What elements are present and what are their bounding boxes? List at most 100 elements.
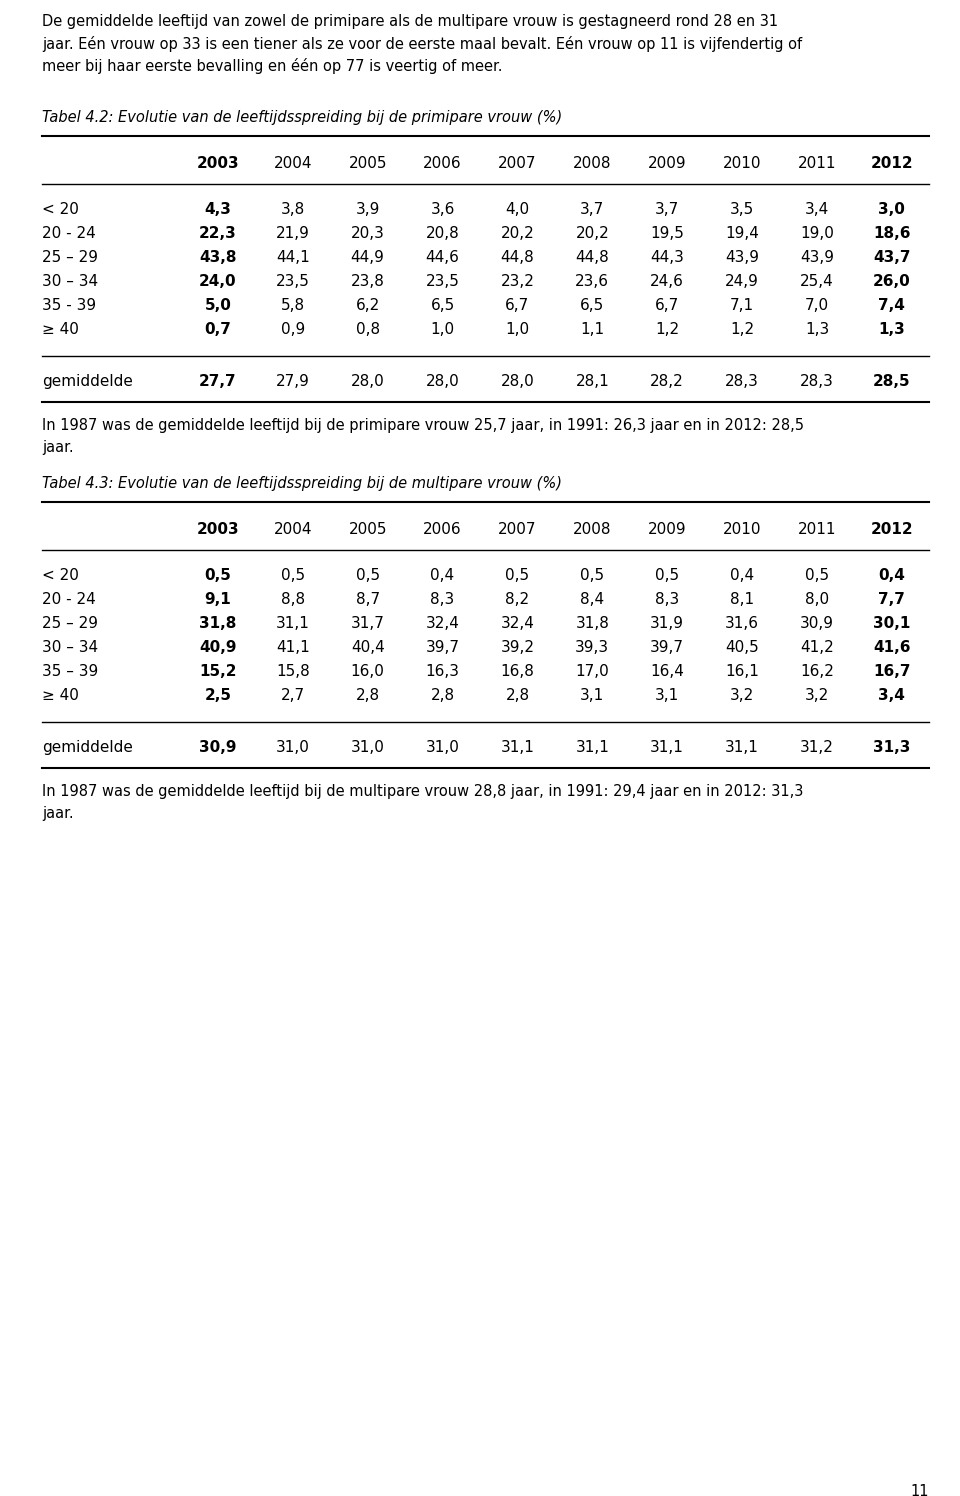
Text: 23,5: 23,5 — [425, 274, 460, 289]
Text: 2009: 2009 — [648, 156, 686, 171]
Text: 2,5: 2,5 — [204, 688, 231, 703]
Text: 2012: 2012 — [871, 522, 913, 537]
Text: 20 - 24: 20 - 24 — [42, 592, 96, 607]
Text: 6,5: 6,5 — [430, 298, 455, 313]
Text: 3,5: 3,5 — [730, 202, 755, 217]
Text: 6,2: 6,2 — [355, 298, 380, 313]
Text: 41,1: 41,1 — [276, 640, 310, 655]
Text: Tabel 4.2: Evolutie van de leeftijdsspreiding bij de primipare vrouw (%): Tabel 4.2: Evolutie van de leeftijdsspre… — [42, 111, 563, 126]
Text: 44,8: 44,8 — [500, 250, 535, 265]
Text: 19,4: 19,4 — [725, 226, 759, 241]
Text: 16,2: 16,2 — [800, 664, 834, 679]
Text: 8,8: 8,8 — [280, 592, 305, 607]
Text: 39,2: 39,2 — [500, 640, 535, 655]
Text: 2006: 2006 — [423, 522, 462, 537]
Text: 31,6: 31,6 — [725, 616, 759, 631]
Text: 7,1: 7,1 — [730, 298, 755, 313]
Text: 3,2: 3,2 — [730, 688, 755, 703]
Text: 16,0: 16,0 — [350, 664, 385, 679]
Text: 44,8: 44,8 — [575, 250, 610, 265]
Text: 0,4: 0,4 — [730, 568, 755, 583]
Text: 2010: 2010 — [723, 156, 761, 171]
Text: In 1987 was de gemiddelde leeftijd bij de multipare vrouw 28,8 jaar, in 1991: 29: In 1987 was de gemiddelde leeftijd bij d… — [42, 784, 804, 799]
Text: 3,4: 3,4 — [878, 688, 905, 703]
Text: 30 – 34: 30 – 34 — [42, 274, 98, 289]
Text: 3,8: 3,8 — [280, 202, 305, 217]
Text: 40,4: 40,4 — [350, 640, 385, 655]
Text: 30,9: 30,9 — [199, 741, 237, 755]
Text: 43,9: 43,9 — [800, 250, 834, 265]
Text: 2003: 2003 — [197, 522, 239, 537]
Text: 31,1: 31,1 — [276, 616, 310, 631]
Text: 3,6: 3,6 — [430, 202, 455, 217]
Text: 2,8: 2,8 — [355, 688, 380, 703]
Text: 0,4: 0,4 — [878, 568, 905, 583]
Text: 2006: 2006 — [423, 156, 462, 171]
Text: 44,6: 44,6 — [425, 250, 460, 265]
Text: 2,7: 2,7 — [280, 688, 305, 703]
Text: 0,9: 0,9 — [280, 322, 305, 337]
Text: In 1987 was de gemiddelde leeftijd bij de primipare vrouw 25,7 jaar, in 1991: 26: In 1987 was de gemiddelde leeftijd bij d… — [42, 417, 804, 432]
Text: 20,3: 20,3 — [350, 226, 385, 241]
Text: 25 – 29: 25 – 29 — [42, 616, 98, 631]
Text: < 20: < 20 — [42, 568, 79, 583]
Text: 24,6: 24,6 — [650, 274, 684, 289]
Text: 28,2: 28,2 — [650, 374, 684, 389]
Text: 0,5: 0,5 — [204, 568, 231, 583]
Text: 2007: 2007 — [498, 522, 537, 537]
Text: 41,2: 41,2 — [800, 640, 834, 655]
Text: meer bij haar eerste bevalling en één op 77 is veertig of meer.: meer bij haar eerste bevalling en één op… — [42, 58, 503, 73]
Text: jaar.: jaar. — [42, 440, 74, 455]
Text: 16,3: 16,3 — [425, 664, 460, 679]
Text: 6,7: 6,7 — [505, 298, 530, 313]
Text: 2005: 2005 — [348, 522, 387, 537]
Text: 28,3: 28,3 — [725, 374, 759, 389]
Text: 0,5: 0,5 — [505, 568, 530, 583]
Text: 39,7: 39,7 — [650, 640, 684, 655]
Text: 28,0: 28,0 — [425, 374, 460, 389]
Text: 2011: 2011 — [798, 156, 836, 171]
Text: 25 – 29: 25 – 29 — [42, 250, 98, 265]
Text: 0,4: 0,4 — [430, 568, 455, 583]
Text: 2008: 2008 — [573, 156, 612, 171]
Text: 16,4: 16,4 — [650, 664, 684, 679]
Text: 20 - 24: 20 - 24 — [42, 226, 96, 241]
Text: 2009: 2009 — [648, 522, 686, 537]
Text: 0,5: 0,5 — [355, 568, 380, 583]
Text: 31,0: 31,0 — [425, 741, 460, 755]
Text: 31,2: 31,2 — [800, 741, 834, 755]
Text: 1,1: 1,1 — [580, 322, 605, 337]
Text: 2011: 2011 — [798, 522, 836, 537]
Text: 31,1: 31,1 — [575, 741, 610, 755]
Text: 4,0: 4,0 — [505, 202, 530, 217]
Text: 0,7: 0,7 — [204, 322, 231, 337]
Text: 3,2: 3,2 — [804, 688, 829, 703]
Text: 26,0: 26,0 — [873, 274, 911, 289]
Text: 2004: 2004 — [274, 522, 312, 537]
Text: 2010: 2010 — [723, 522, 761, 537]
Text: 6,5: 6,5 — [580, 298, 605, 313]
Text: ≥ 40: ≥ 40 — [42, 322, 79, 337]
Text: 31,1: 31,1 — [500, 741, 535, 755]
Text: 30,1: 30,1 — [874, 616, 910, 631]
Text: 0,5: 0,5 — [655, 568, 680, 583]
Text: 16,7: 16,7 — [873, 664, 911, 679]
Text: 44,1: 44,1 — [276, 250, 310, 265]
Text: 31,9: 31,9 — [650, 616, 684, 631]
Text: 28,1: 28,1 — [575, 374, 610, 389]
Text: De gemiddelde leeftijd van zowel de primipare als de multipare vrouw is gestagne: De gemiddelde leeftijd van zowel de prim… — [42, 13, 779, 28]
Text: 27,9: 27,9 — [276, 374, 310, 389]
Text: 8,1: 8,1 — [730, 592, 755, 607]
Text: 35 - 39: 35 - 39 — [42, 298, 96, 313]
Text: 1,3: 1,3 — [878, 322, 905, 337]
Text: 24,0: 24,0 — [199, 274, 237, 289]
Text: 3,1: 3,1 — [655, 688, 680, 703]
Text: 39,3: 39,3 — [575, 640, 610, 655]
Text: 44,9: 44,9 — [350, 250, 385, 265]
Text: 28,3: 28,3 — [800, 374, 834, 389]
Text: 1,0: 1,0 — [505, 322, 530, 337]
Text: 28,0: 28,0 — [500, 374, 535, 389]
Text: 30 – 34: 30 – 34 — [42, 640, 98, 655]
Text: 3,0: 3,0 — [878, 202, 905, 217]
Text: 32,4: 32,4 — [500, 616, 535, 631]
